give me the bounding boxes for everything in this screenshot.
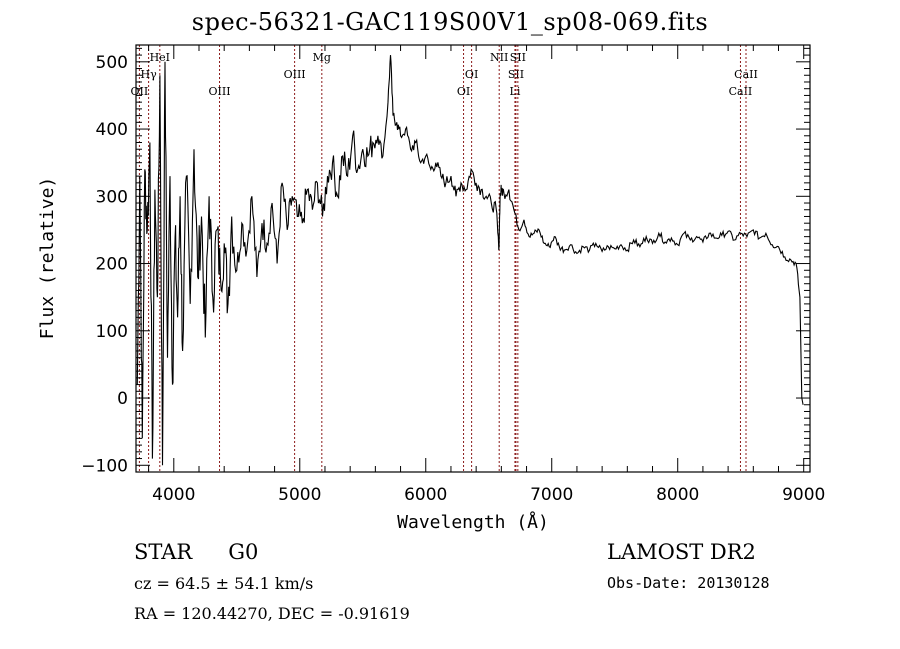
x-tick-label-1: 5000 [278,485,321,505]
y-tick-label-1: 0 [117,389,128,409]
spectrum-series [136,55,804,466]
line-marker-label-8: NII [490,51,508,64]
x-tick-label-0: 4000 [152,485,195,505]
spectrum-line [136,55,804,466]
line-marker-label-6: OI [457,85,470,98]
y-tick-label-5: 400 [96,120,128,140]
line-marker-label-13: CaII [734,68,758,81]
survey-label: LAMOST DR2 [607,540,756,564]
x-axis-label: Wavelength (Å) [397,511,549,533]
x-tick-label-2: 6000 [404,485,447,505]
y-axis-label: Flux (relative) [37,177,58,340]
y-tick-label-0: −100 [81,456,128,476]
line-marker-label-12: CaII [729,85,753,98]
line-markers: OII Hγ HeI OIII OIII Mg OI OI NII Li SII SII CaII CaI… [131,45,758,472]
coordinates-text: RA = 120.44270, DEC = -0.91619 [134,604,410,623]
line-marker-label-3: OIII [208,85,230,98]
subclass-label: G0 [228,540,259,564]
line-marker-label-4: OIII [284,68,306,81]
chart-title: spec-56321-GAC119S00V1_sp08-069.fits [191,8,709,36]
x-tick-label-5: 9000 [782,485,825,505]
tick-labels: 4000 5000 6000 7000 8000 9000 −100 0 100 200 300 40… [81,53,825,505]
line-marker-label-0: OII [131,85,149,98]
line-marker-label-11: SII [510,51,526,64]
axes-frame [135,44,811,473]
object-class: STAR G0 [134,540,258,564]
line-marker-label-5: Mg [313,51,331,64]
line-marker-label-7: OI [465,68,478,81]
axis-ticks [136,45,810,472]
plot-frame [135,44,811,473]
x-tick-label-4: 8000 [656,485,699,505]
y-tick-label-4: 300 [96,187,128,207]
y-tick-label-3: 200 [96,255,128,275]
line-marker-label-10: SII [508,68,524,81]
line-marker-label-2: HeI [150,51,170,64]
y-tick-label-6: 500 [96,53,128,73]
line-marker-label-1: Hγ [141,68,158,81]
line-marker-label-9: Li [510,85,521,98]
x-tick-label-3: 7000 [530,485,573,505]
obs-date-text: Obs-Date: 20130128 [607,574,770,592]
redshift-text: cz = 64.5 ± 54.1 km/s [134,574,314,593]
y-tick-label-2: 100 [96,322,128,342]
class-label: STAR [134,540,193,564]
